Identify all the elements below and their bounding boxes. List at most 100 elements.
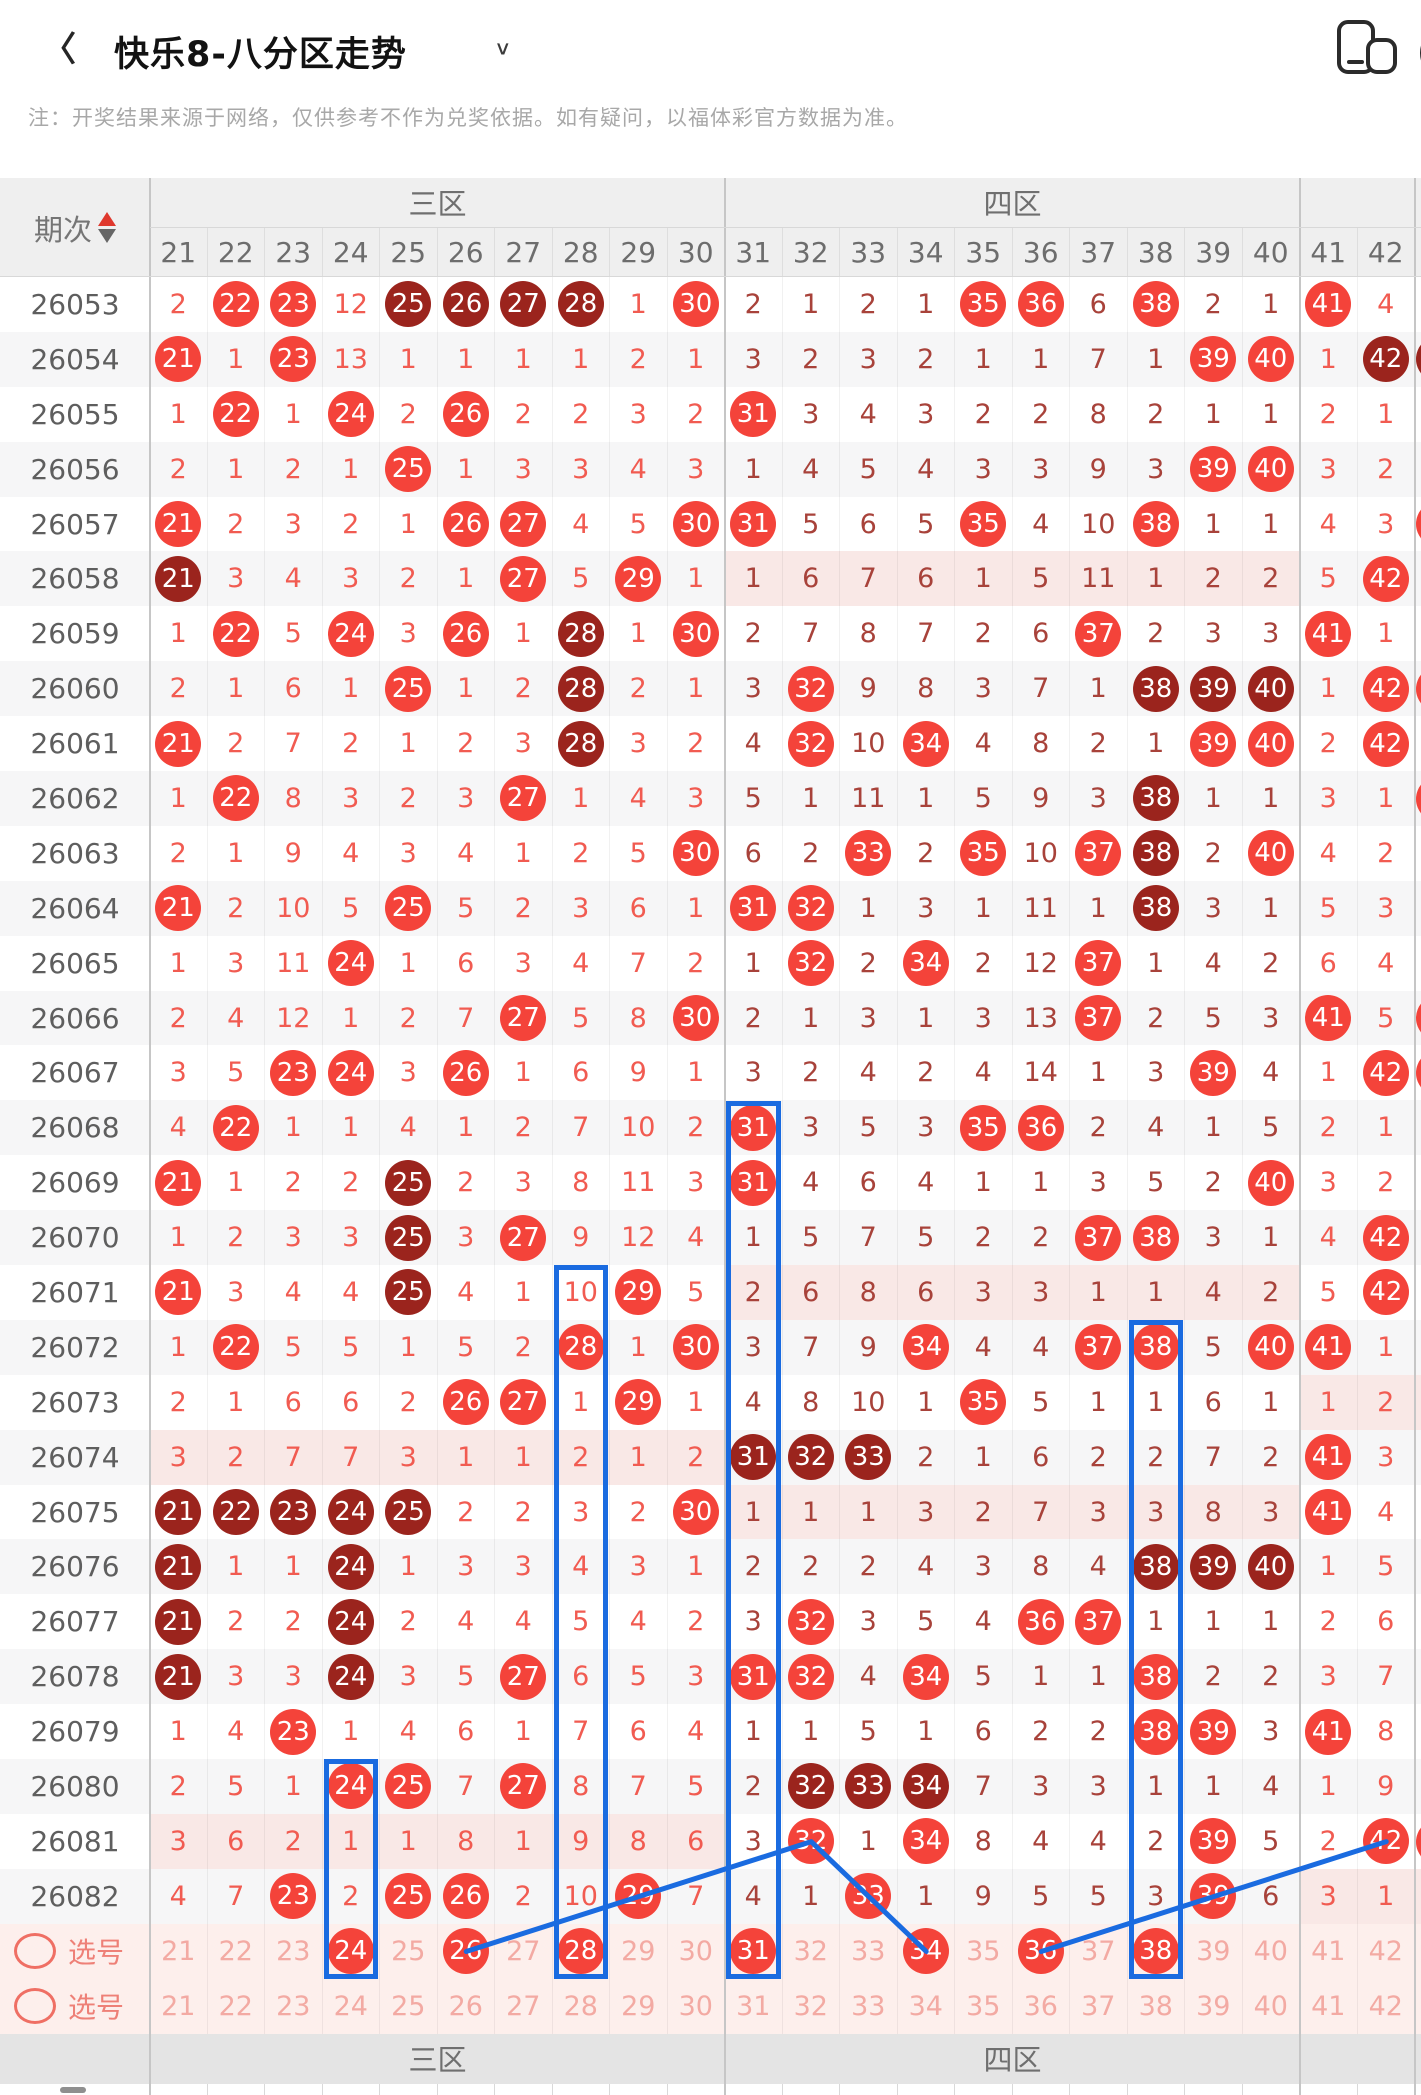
miss-count-cell: 3	[898, 880, 955, 936]
pick-number-cell[interactable]: 25	[380, 1923, 438, 1979]
drawn-number-ball: 33	[840, 1868, 898, 1924]
miss-count-cell: 3	[150, 1045, 208, 1101]
pick-number-cell[interactable]: 39	[1185, 1923, 1243, 1979]
pick-number-cell[interactable]: 27	[495, 1923, 553, 1979]
miss-count-cell: 2	[955, 935, 1013, 991]
pick-number-cell[interactable]: 29	[610, 1923, 668, 1979]
pick-number-cell[interactable]: 41	[1300, 1978, 1358, 2034]
miss-count-cell: 8	[1358, 1704, 1415, 1760]
drawn-number-ball: 30	[668, 1484, 725, 1540]
pick-number-cell[interactable]: 36	[1013, 1923, 1070, 1979]
pick-number-cell[interactable]: 23	[265, 1923, 323, 1979]
pick-number-cell[interactable]: 37	[1070, 1923, 1128, 1979]
miss-count-cell: 2	[1243, 1649, 1300, 1705]
pick-number-cell[interactable]: 42	[1358, 1923, 1415, 1979]
period-label: 26082	[30, 1879, 120, 1913]
miss-count-cell: 1	[782, 1484, 840, 1540]
pick-number-cell[interactable]: 29	[610, 1978, 668, 2034]
miss-count-cell: 2	[150, 825, 208, 881]
pick-number-cell[interactable]: 38	[1128, 1978, 1185, 2034]
miss-count-cell: 7	[610, 1759, 668, 1814]
pick-label[interactable]: 选号	[0, 1979, 150, 2034]
pick-number-cell[interactable]: 26	[438, 1923, 495, 1979]
pick-number-cell[interactable]: 26	[438, 1978, 495, 2034]
miss-count-cell: 1	[898, 1868, 955, 1924]
pick-number-cell[interactable]: 35	[955, 1978, 1013, 2034]
drawn-number-ball: 26	[438, 386, 495, 442]
pick-number-cell[interactable]: 27	[495, 1978, 553, 2034]
pick-label[interactable]: 选号	[0, 1924, 150, 1979]
miss-count-cell: 8	[1013, 716, 1070, 772]
miss-count-cell: 5	[265, 1319, 323, 1375]
pick-number-cell[interactable]: 30	[668, 1923, 725, 1979]
miss-count-cell: 1	[610, 277, 668, 332]
pick-number-cell[interactable]: 40	[1243, 1978, 1300, 2034]
miss-count-cell: 7	[1358, 1649, 1415, 1705]
pick-number-cell[interactable]: 40	[1243, 1923, 1300, 1979]
miss-count-cell: 1	[208, 1539, 265, 1595]
miss-count-cell: 5	[208, 1045, 265, 1101]
miss-count-cell: 3	[495, 935, 553, 991]
miss-count-cell: 1	[668, 661, 725, 717]
pick-number-cell[interactable]: 33	[840, 1978, 898, 2034]
pick-number-cell[interactable]: 24	[323, 1978, 380, 2034]
miss-count-cell: 5	[955, 771, 1013, 826]
column-header-32: 32	[783, 228, 840, 277]
drawn-number-ball: 30	[668, 496, 725, 552]
pick-ring-icon	[14, 1988, 56, 2025]
miss-count-cell: 1	[898, 771, 955, 826]
pick-number-cell[interactable]: 36	[1013, 1978, 1070, 2034]
pick-number-cell[interactable]: 42	[1358, 1978, 1415, 2034]
trend-row: 26065 1 3 11 24 1 6 3 4 7 2 1 32 2 34 2 12 37 1 4 2 6 4	[0, 935, 1421, 991]
period-label: 26070	[30, 1221, 120, 1255]
column-header-42: 42	[1358, 228, 1415, 277]
floating-window-icon[interactable]	[1336, 20, 1398, 80]
pick-number-cell[interactable]: 28	[553, 1978, 610, 2034]
miss-count-cell: 1	[668, 1045, 725, 1101]
sort-icons[interactable]	[98, 212, 116, 243]
pick-number-cell[interactable]: 21	[150, 1923, 208, 1979]
back-icon[interactable]: 〈	[42, 30, 76, 70]
miss-count-cell: 3	[1300, 1155, 1358, 1211]
drawn-number-ball: 42	[1358, 1045, 1415, 1101]
pick-number-cell[interactable]: 21	[150, 1978, 208, 2034]
pick-number-cell[interactable]: 22	[208, 1923, 265, 1979]
trend-row: 26054 21 1 23 13 1 1 1 1 2 1 3 2 3 2 1 1 7 1 39 40 1 42	[0, 331, 1421, 387]
pick-number-cell[interactable]: 31	[725, 1978, 783, 2034]
pick-number-cell[interactable]: 25	[380, 1978, 438, 2034]
pick-number-cell[interactable]: 34	[898, 1978, 955, 2034]
miss-count-cell: 14	[1013, 1045, 1070, 1101]
period-label: 26076	[30, 1550, 120, 1584]
miss-count-cell: 1	[208, 825, 265, 881]
page-title[interactable]: 快乐8-八分区走势	[114, 35, 407, 75]
miss-count-cell: 1	[265, 386, 323, 442]
pick-number-cell[interactable]: 34	[898, 1923, 955, 1979]
miss-count-cell: 4	[668, 1704, 725, 1760]
pick-number-cell[interactable]: 24	[323, 1923, 380, 1979]
miss-count-cell: 5	[1300, 880, 1358, 936]
miss-count-cell: 2	[840, 1539, 898, 1595]
miss-count-cell: 8	[1070, 386, 1128, 442]
miss-count-cell: 6	[725, 825, 783, 881]
pick-number-cell[interactable]: 30	[668, 1978, 725, 2034]
miss-count-cell: 1	[955, 331, 1013, 387]
period-column-header[interactable]: 期次	[0, 178, 150, 277]
miss-count-cell: 13	[1013, 990, 1070, 1046]
pick-number-cell[interactable]: 33	[840, 1923, 898, 1979]
pick-number-cell[interactable]: 41	[1300, 1923, 1358, 1979]
miss-count-cell: 1	[1128, 1374, 1185, 1430]
pick-number-cell[interactable]: 37	[1070, 1978, 1128, 2034]
miss-count-cell: 4	[610, 771, 668, 826]
pick-number-cell[interactable]: 35	[955, 1923, 1013, 1979]
miss-count-cell: 9	[1070, 441, 1128, 497]
pick-number-cell[interactable]: 39	[1185, 1978, 1243, 2034]
miss-count-cell: 4	[438, 1265, 495, 1320]
pick-number-cell[interactable]: 32	[783, 1923, 840, 1979]
pick-number-cell[interactable]: 32	[783, 1978, 840, 2034]
miss-count-cell: 1	[668, 1539, 725, 1595]
miss-count-cell: 1	[495, 1813, 553, 1869]
drawn-number-ball: 37	[1070, 1210, 1128, 1266]
pick-number-cell[interactable]: 23	[265, 1978, 323, 2034]
pick-number-cell[interactable]: 22	[208, 1978, 265, 2034]
chevron-down-icon[interactable]: ∨	[494, 36, 512, 60]
